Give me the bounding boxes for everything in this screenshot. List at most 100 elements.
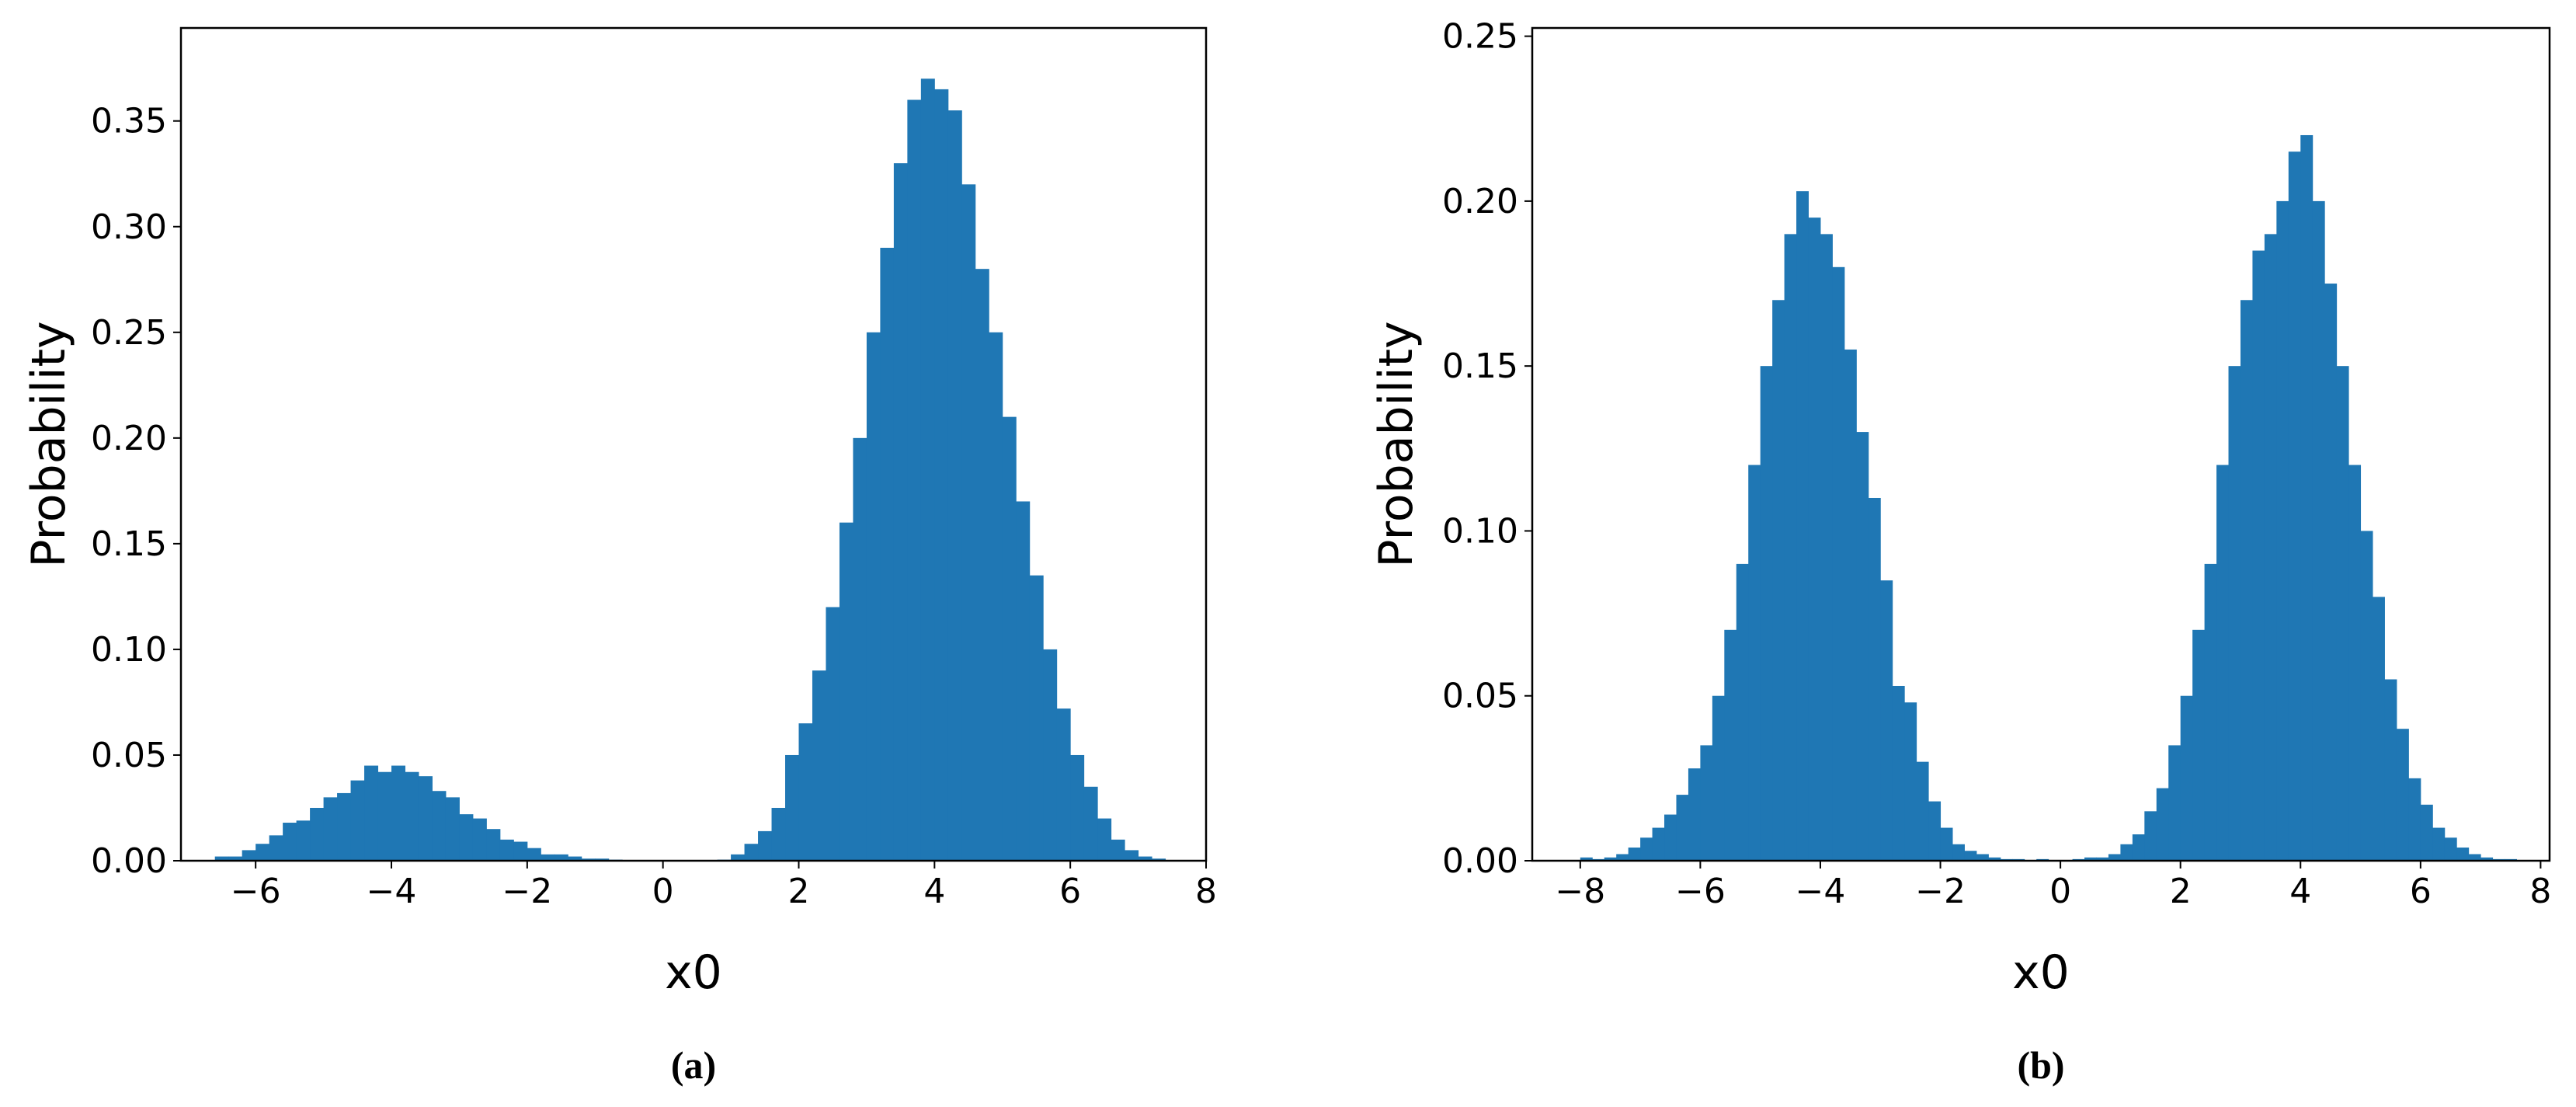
y-tick-label: 0.35: [91, 102, 167, 141]
bar: [1152, 858, 1166, 861]
bar: [1002, 416, 1017, 861]
bar: [1111, 839, 1125, 861]
y-tick-label: 0.10: [1442, 511, 1518, 551]
bar: [377, 771, 392, 861]
bar: [391, 765, 405, 861]
bar: [513, 841, 528, 861]
x-tick-label: −8: [1555, 872, 1605, 911]
bar: [1070, 754, 1085, 861]
bar: [1880, 580, 1893, 861]
bar: [472, 818, 487, 861]
bar: [2084, 857, 2097, 861]
bar: [554, 854, 568, 861]
bar: [1083, 786, 1098, 861]
bar: [2408, 778, 2421, 861]
x-axis-label: x0: [665, 945, 722, 1000]
x-tick-label: 8: [2529, 872, 2551, 911]
x-tick-label: 4: [2289, 872, 2311, 911]
y-tick-label: 0.20: [1442, 182, 1518, 221]
bar: [2240, 300, 2253, 861]
bar: [1952, 844, 1965, 861]
x-tick-label: −2: [502, 872, 552, 911]
bar: [1856, 432, 1869, 861]
bar: [2468, 854, 2481, 861]
bar: [1604, 857, 1617, 861]
bar: [893, 163, 908, 862]
bar: [1016, 501, 1031, 861]
bar: [242, 850, 256, 861]
caption: (a): [671, 1043, 716, 1087]
bar: [1988, 857, 2001, 861]
subplot: −6 −4 −2 0 2 4 6 8 0.00 0.05 0.10 0.15 0.20 0.25 0.30 0…: [22, 26, 1217, 1087]
bar: [2228, 366, 2241, 861]
bar: [499, 839, 514, 861]
bar: [1976, 854, 1989, 861]
bar: [2444, 837, 2457, 861]
bar: [2420, 804, 2433, 861]
y-axis-label: Probability: [22, 321, 76, 567]
bar: [1784, 234, 1797, 861]
bar: [296, 820, 311, 861]
y-tick-label: 0.00: [91, 841, 167, 881]
bar: [2384, 679, 2397, 861]
bar: [2204, 563, 2217, 861]
y-tick-label: 0.25: [91, 313, 167, 353]
bar: [1904, 702, 1917, 861]
x-tick-label: −2: [1915, 872, 1966, 911]
bar: [364, 765, 379, 861]
bar: [1029, 575, 1044, 861]
bar: [1844, 349, 1857, 862]
bar: [1580, 857, 1593, 861]
bar: [798, 723, 813, 861]
bar: [880, 247, 895, 861]
x-tick-label: 4: [923, 872, 945, 911]
bar: [269, 835, 283, 861]
bar: [2288, 151, 2301, 862]
bar: [1916, 761, 1929, 861]
bar: [2180, 695, 2193, 861]
bar: [2132, 834, 2145, 861]
bar: [771, 807, 786, 861]
bar: [2276, 200, 2289, 861]
y-tick-label: 0.10: [91, 630, 167, 670]
bar: [839, 522, 853, 861]
bar: [785, 754, 799, 861]
bar: [2396, 729, 2409, 861]
bar: [934, 89, 949, 861]
bar: [1736, 563, 1749, 861]
bar: [1616, 854, 1629, 861]
bar: [1940, 827, 1953, 861]
y-tick-label: 0.15: [1442, 346, 1518, 386]
x-tick-label: −4: [367, 872, 417, 911]
bar: [1628, 848, 1641, 861]
bar: [1868, 497, 1881, 861]
bar: [568, 856, 582, 861]
bar: [432, 791, 447, 861]
y-tick-label: 0.00: [1442, 841, 1518, 881]
bar: [2312, 200, 2325, 861]
bar: [1688, 768, 1701, 861]
bar: [853, 437, 867, 861]
axes-frame: [1531, 26, 2551, 862]
bar: [1928, 801, 1942, 861]
bar: [1772, 300, 1785, 861]
bar: [2168, 745, 2181, 861]
y-axis-label: Probability: [1369, 321, 1424, 567]
bar: [2373, 597, 2385, 861]
bar: [1652, 827, 1665, 861]
x-axis-label: x0: [2012, 945, 2070, 1000]
bar: [1640, 837, 1653, 861]
bar: [2336, 366, 2349, 861]
y-tick-label: 0.05: [91, 736, 167, 775]
bar: [405, 771, 419, 861]
bar: [1043, 649, 1058, 861]
bar: [2324, 284, 2338, 862]
bar: [2432, 827, 2446, 861]
y-tick-label: 0.20: [91, 419, 167, 458]
bar: [350, 780, 365, 861]
bar: [418, 776, 433, 861]
bar: [1724, 629, 1737, 861]
bar: [2348, 465, 2362, 861]
bar: [595, 858, 610, 861]
